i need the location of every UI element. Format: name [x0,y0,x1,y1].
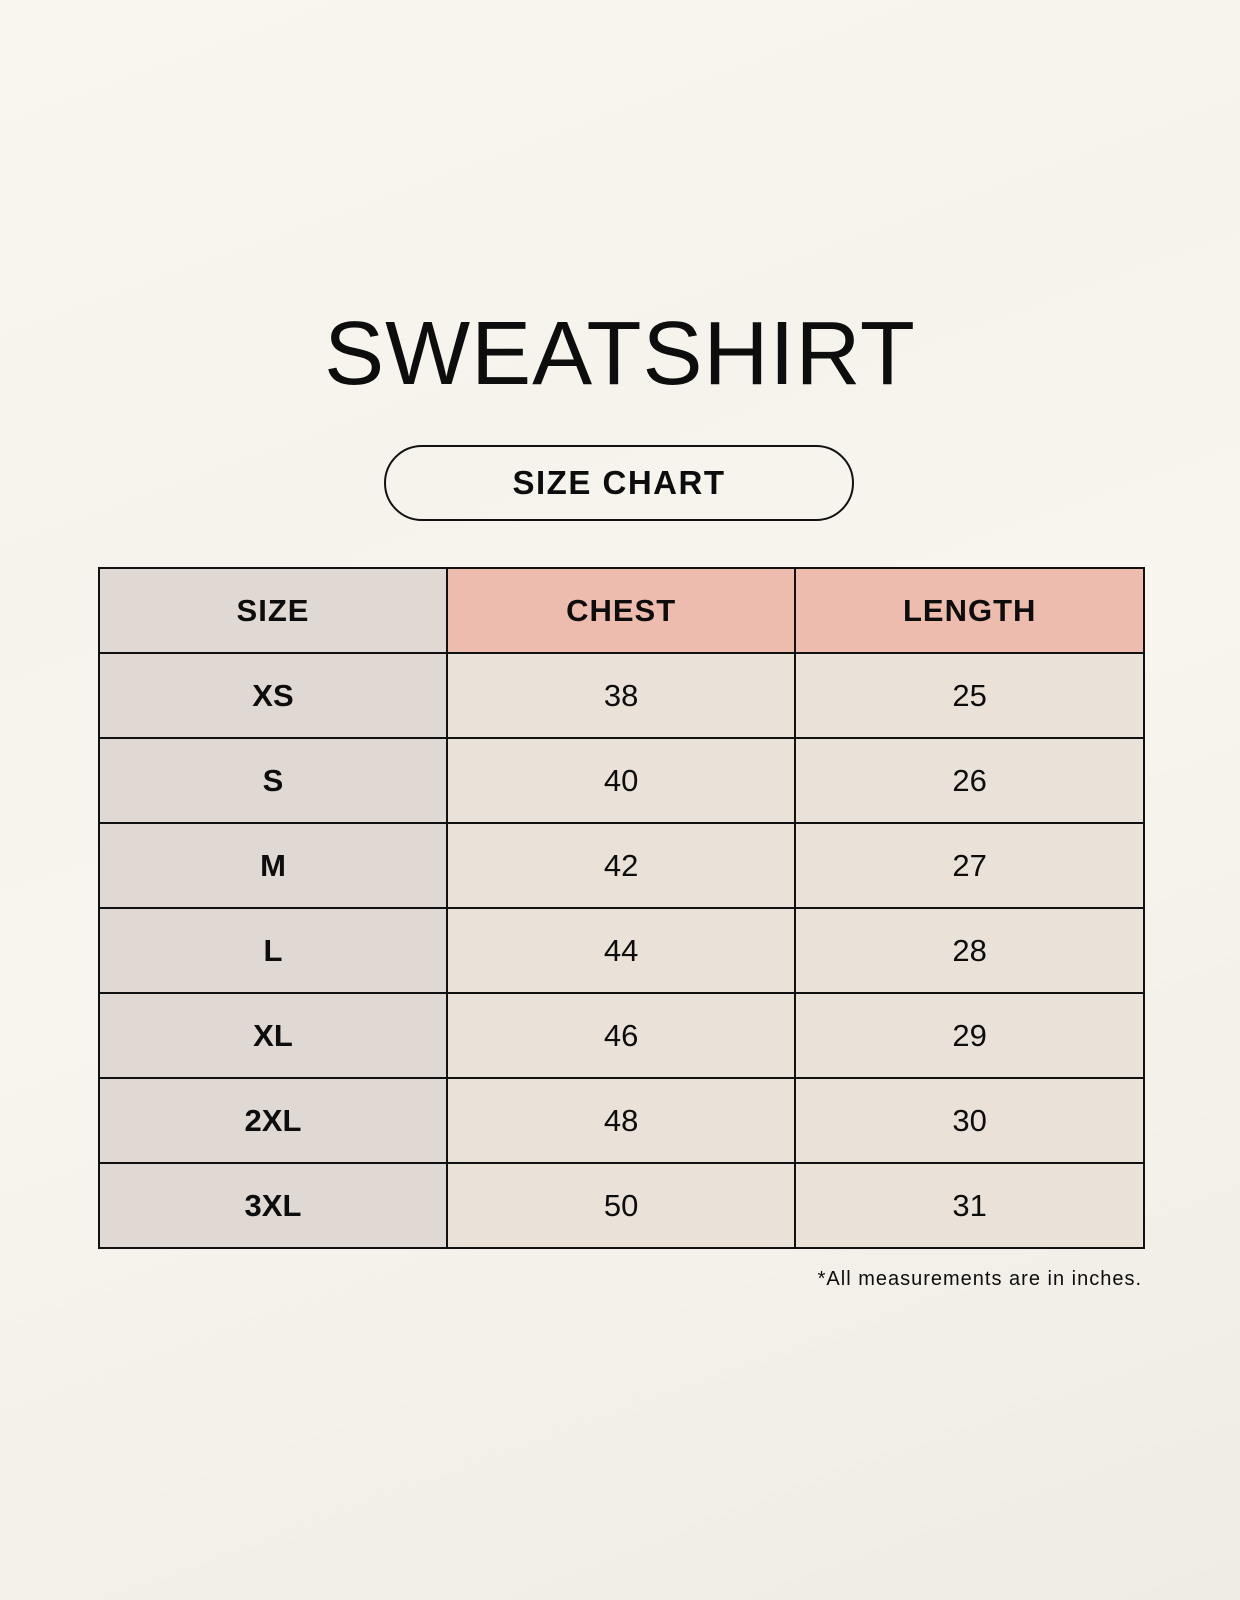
cell-chest: 48 [445,1077,797,1164]
cell-size: L [98,907,448,994]
cell-chest: 46 [445,992,797,1079]
cell-length: 28 [794,907,1145,994]
cell-length: 29 [794,992,1145,1079]
cell-size: XL [98,992,448,1079]
header-chest: CHEST [445,567,797,654]
cell-length: 27 [794,822,1145,909]
cell-size: XS [98,652,448,739]
size-chart-label: SIZE CHART [384,445,854,521]
table-row: M 42 27 [98,822,1145,909]
table-row: XL 46 29 [98,992,1145,1079]
footnote: *All measurements are in inches. [817,1268,1142,1290]
table-row: 3XL 50 31 [98,1162,1145,1249]
cell-size: 2XL [98,1077,448,1164]
page-title: SWEATSHIRT [324,304,916,404]
cell-size: S [98,737,448,824]
table-header-row: SIZE CHEST LENGTH [98,567,1145,654]
table-row: XS 38 25 [98,652,1145,739]
table-row: L 44 28 [98,907,1145,994]
cell-size: 3XL [98,1162,448,1249]
header-size: SIZE [98,567,448,654]
cell-length: 25 [794,652,1145,739]
table-row: S 40 26 [98,737,1145,824]
cell-chest: 50 [445,1162,797,1249]
size-table: SIZE CHEST LENGTH XS 38 25 S 40 26 M 42 27 L 44 28 X… [98,567,1145,1249]
header-length: LENGTH [794,567,1145,654]
cell-chest: 42 [445,822,797,909]
cell-chest: 44 [445,907,797,994]
cell-length: 30 [794,1077,1145,1164]
cell-length: 31 [794,1162,1145,1249]
table-row: 2XL 48 30 [98,1077,1145,1164]
cell-chest: 38 [445,652,797,739]
cell-length: 26 [794,737,1145,824]
cell-chest: 40 [445,737,797,824]
cell-size: M [98,822,448,909]
